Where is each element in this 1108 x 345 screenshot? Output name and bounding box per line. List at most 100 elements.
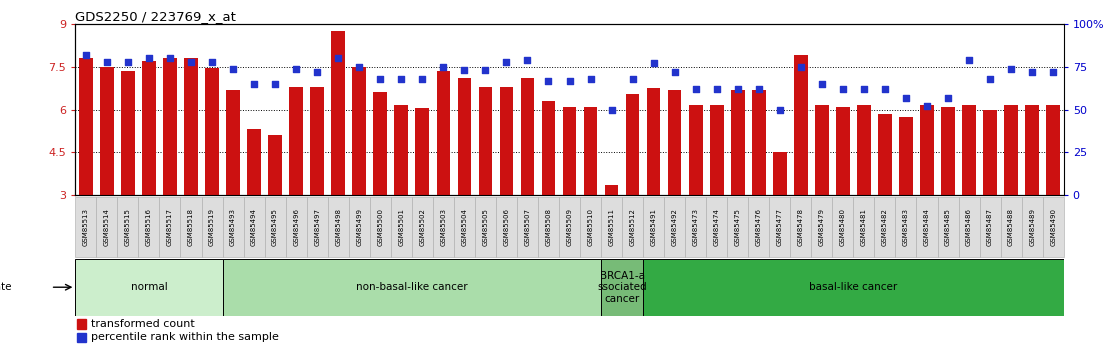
Bar bbox=[668, 90, 681, 195]
Text: GSM85519: GSM85519 bbox=[209, 208, 215, 246]
FancyBboxPatch shape bbox=[853, 197, 874, 257]
Point bbox=[497, 59, 515, 65]
Bar bbox=[352, 67, 366, 195]
Text: GSM85479: GSM85479 bbox=[819, 208, 824, 246]
Text: GSM85484: GSM85484 bbox=[924, 208, 930, 246]
FancyBboxPatch shape bbox=[643, 259, 1064, 316]
FancyBboxPatch shape bbox=[622, 197, 643, 257]
Text: GSM85481: GSM85481 bbox=[861, 208, 866, 246]
Text: GSM85488: GSM85488 bbox=[1008, 208, 1014, 246]
Point bbox=[582, 76, 599, 81]
Point bbox=[961, 57, 978, 63]
Text: GSM85498: GSM85498 bbox=[336, 208, 341, 246]
FancyBboxPatch shape bbox=[328, 197, 349, 257]
Point bbox=[982, 76, 999, 81]
Text: GSM85499: GSM85499 bbox=[357, 208, 362, 246]
Text: GSM85477: GSM85477 bbox=[777, 208, 782, 246]
Bar bbox=[500, 87, 513, 195]
Text: GSM85514: GSM85514 bbox=[104, 208, 110, 246]
Bar bbox=[794, 56, 808, 195]
Bar bbox=[920, 105, 934, 195]
Text: GSM85480: GSM85480 bbox=[840, 208, 845, 246]
FancyBboxPatch shape bbox=[895, 197, 916, 257]
Text: GSM85507: GSM85507 bbox=[524, 208, 531, 246]
Bar bbox=[647, 88, 660, 195]
FancyBboxPatch shape bbox=[433, 197, 454, 257]
Bar bbox=[879, 114, 892, 195]
FancyBboxPatch shape bbox=[96, 197, 117, 257]
Bar bbox=[1025, 105, 1039, 195]
FancyBboxPatch shape bbox=[1022, 197, 1043, 257]
Point bbox=[940, 95, 957, 100]
Text: GSM85506: GSM85506 bbox=[503, 208, 510, 246]
Point bbox=[729, 86, 747, 92]
Point bbox=[750, 86, 768, 92]
FancyBboxPatch shape bbox=[75, 197, 96, 257]
Bar bbox=[899, 117, 913, 195]
Point bbox=[792, 64, 810, 70]
Text: GSM85512: GSM85512 bbox=[629, 208, 636, 246]
FancyBboxPatch shape bbox=[307, 197, 328, 257]
FancyBboxPatch shape bbox=[811, 197, 832, 257]
FancyBboxPatch shape bbox=[244, 197, 265, 257]
Bar bbox=[983, 110, 997, 195]
Text: GSM85483: GSM85483 bbox=[903, 208, 909, 246]
Text: GSM85500: GSM85500 bbox=[377, 208, 383, 246]
Text: GSM85494: GSM85494 bbox=[252, 208, 257, 246]
Text: GSM85508: GSM85508 bbox=[545, 208, 552, 246]
Bar bbox=[815, 105, 829, 195]
Point bbox=[645, 61, 663, 66]
FancyBboxPatch shape bbox=[223, 259, 601, 316]
FancyBboxPatch shape bbox=[160, 197, 181, 257]
Text: GDS2250 / 223769_x_at: GDS2250 / 223769_x_at bbox=[75, 10, 236, 23]
Text: GSM85517: GSM85517 bbox=[167, 208, 173, 246]
Text: GSM85505: GSM85505 bbox=[482, 208, 489, 246]
Bar bbox=[858, 105, 871, 195]
Point bbox=[876, 86, 894, 92]
FancyBboxPatch shape bbox=[475, 197, 496, 257]
Bar bbox=[731, 90, 745, 195]
Bar bbox=[1004, 105, 1018, 195]
Point bbox=[350, 64, 368, 70]
Bar bbox=[1046, 105, 1060, 195]
Bar bbox=[184, 58, 198, 195]
Bar bbox=[247, 129, 260, 195]
FancyBboxPatch shape bbox=[1001, 197, 1022, 257]
Text: GSM85490: GSM85490 bbox=[1050, 208, 1056, 246]
FancyBboxPatch shape bbox=[286, 197, 307, 257]
Text: GSM85489: GSM85489 bbox=[1029, 208, 1035, 246]
Bar bbox=[142, 61, 156, 195]
Text: GSM85516: GSM85516 bbox=[146, 208, 152, 246]
Point bbox=[224, 66, 242, 71]
Bar bbox=[268, 135, 281, 195]
Bar bbox=[710, 105, 724, 195]
Text: non-basal-like cancer: non-basal-like cancer bbox=[356, 282, 468, 292]
Point bbox=[834, 86, 852, 92]
Text: GSM85478: GSM85478 bbox=[798, 208, 803, 246]
Point bbox=[897, 95, 915, 100]
Bar bbox=[479, 87, 492, 195]
Bar bbox=[121, 71, 135, 195]
FancyBboxPatch shape bbox=[790, 197, 811, 257]
FancyBboxPatch shape bbox=[706, 197, 727, 257]
FancyBboxPatch shape bbox=[937, 197, 958, 257]
Point bbox=[687, 86, 705, 92]
Point bbox=[1045, 69, 1063, 75]
Text: GSM85475: GSM85475 bbox=[735, 208, 741, 246]
FancyBboxPatch shape bbox=[265, 197, 286, 257]
FancyBboxPatch shape bbox=[579, 197, 601, 257]
Point bbox=[919, 104, 936, 109]
FancyBboxPatch shape bbox=[202, 197, 223, 257]
Bar bbox=[310, 87, 324, 195]
Bar bbox=[626, 94, 639, 195]
Point bbox=[371, 76, 389, 81]
Bar bbox=[226, 90, 240, 195]
FancyBboxPatch shape bbox=[832, 197, 853, 257]
FancyBboxPatch shape bbox=[979, 197, 1001, 257]
FancyBboxPatch shape bbox=[601, 197, 622, 257]
Bar bbox=[563, 107, 576, 195]
FancyBboxPatch shape bbox=[517, 197, 538, 257]
FancyBboxPatch shape bbox=[370, 197, 391, 257]
Bar bbox=[458, 78, 471, 195]
FancyBboxPatch shape bbox=[349, 197, 370, 257]
